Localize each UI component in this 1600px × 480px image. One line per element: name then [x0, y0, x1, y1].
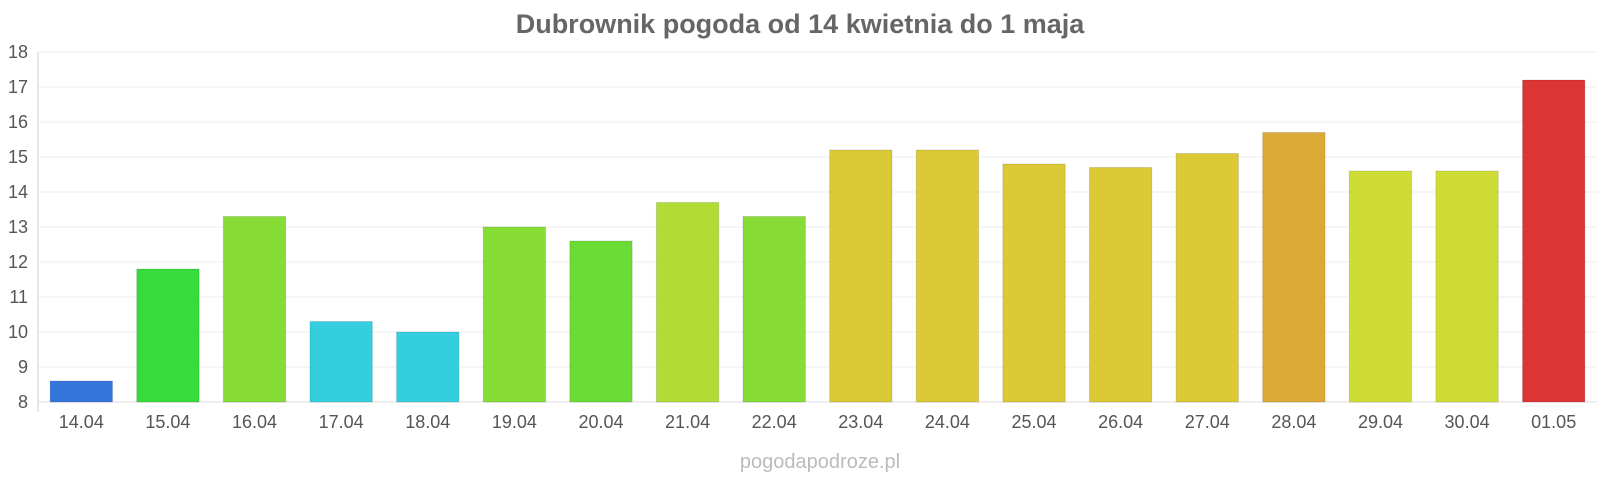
bars	[49, 79, 1586, 403]
y-tick-label: 11	[9, 287, 28, 307]
x-tick-label: 18.04	[405, 412, 450, 432]
y-tick-label: 8	[18, 392, 28, 412]
x-tick-label: 21.04	[665, 412, 710, 432]
bar-16.04	[222, 216, 287, 403]
x-tick-label: 22.04	[752, 412, 797, 432]
y-tick-label: 17	[8, 77, 28, 97]
y-tick-label: 16	[8, 112, 28, 132]
bar-20.04	[569, 240, 633, 403]
y-tick-label: 9	[18, 357, 28, 377]
bar-14.04	[49, 380, 113, 403]
y-tick-label: 18	[8, 42, 28, 62]
x-tick-label: 19.04	[492, 412, 537, 432]
x-tick-label: 30.04	[1445, 412, 1490, 432]
x-tick-label: 24.04	[925, 412, 970, 432]
x-tick-label: 28.04	[1271, 412, 1316, 432]
bar-26.04	[1088, 167, 1153, 403]
gridlines	[38, 51, 1597, 368]
x-tick-label: 20.04	[578, 412, 623, 432]
x-tick-label: 16.04	[232, 412, 277, 432]
x-tick-label: 27.04	[1185, 412, 1230, 432]
bar-29.04	[1348, 170, 1413, 403]
y-tick-label: 10	[8, 322, 28, 342]
x-tick-label: 25.04	[1012, 412, 1057, 432]
bar-23.04	[829, 149, 893, 403]
x-tick-label: 14.04	[59, 412, 104, 432]
bar-21.04	[655, 202, 720, 403]
bar-15.04	[136, 268, 200, 403]
x-axis-ticks: 14.04 15.04 16.04 17.04 18.04 19.04 20.04 21.04…	[59, 412, 1576, 432]
x-tick-label: 17.04	[319, 412, 364, 432]
bar-19.04	[482, 226, 547, 403]
bar-01.05	[1522, 79, 1586, 403]
watermark: pogodapodroze.pl	[740, 451, 900, 473]
bar-27.04	[1175, 153, 1239, 403]
x-tick-label: 26.04	[1098, 412, 1143, 432]
y-tick-label: 15	[8, 147, 28, 167]
y-tick-label: 12	[8, 252, 28, 272]
chart-title: Dubrownik pogoda od 14 kwietnia do 1 maj…	[516, 9, 1086, 39]
bar-25.04	[1002, 163, 1066, 403]
bar-24.04	[915, 149, 980, 403]
x-tick-label: 29.04	[1358, 412, 1403, 432]
x-tick-label: 15.04	[145, 412, 190, 432]
axes	[37, 52, 1597, 412]
bar-22.04	[742, 216, 806, 403]
bar-30.04	[1435, 170, 1499, 403]
bar-28.04	[1262, 132, 1326, 403]
bar-17.04	[309, 321, 373, 403]
y-tick-label: 13	[8, 217, 28, 237]
x-tick-label: 23.04	[838, 412, 883, 432]
bar-18.04	[396, 331, 460, 403]
x-tick-label: 01.05	[1531, 412, 1576, 432]
y-tick-label: 14	[8, 182, 28, 202]
y-axis-ticks: 8 9 10 11 12 13 14 15 16 17 18	[8, 42, 28, 412]
